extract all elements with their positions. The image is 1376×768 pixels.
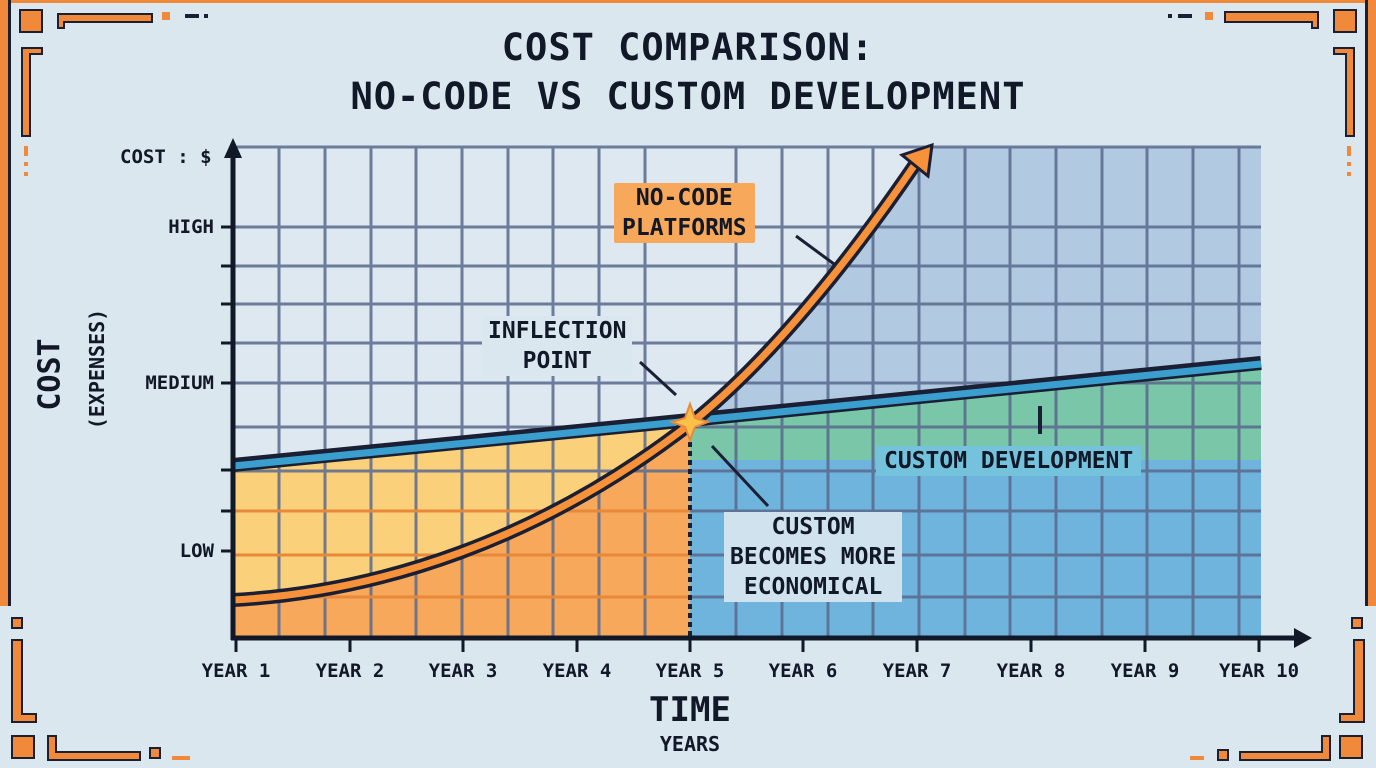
frame-left-border xyxy=(0,0,11,606)
inflection-leader-line xyxy=(638,360,678,397)
x-tick-year-4: YEAR 4 xyxy=(542,660,612,682)
inflection-star-icon xyxy=(668,401,712,443)
y-axis-title: COST (EXPENSES) xyxy=(20,282,110,462)
chart-title-line-1: COST COMPARISON: xyxy=(501,26,875,69)
frame-right-border xyxy=(1365,0,1376,606)
nocode-leader-line xyxy=(795,234,835,266)
x-axis-arrow-icon xyxy=(1294,628,1312,648)
inflection-point-label: INFLECTION POINT xyxy=(482,316,633,376)
corner-ornament-top-left-icon xyxy=(19,9,208,176)
x-axis-subtitle: YEARS xyxy=(659,732,721,756)
y-axis-top-label: COST : $ xyxy=(120,146,212,168)
y-tick-high: HIGH xyxy=(168,216,214,238)
economical-label-line-2: BECOMES MORE xyxy=(730,544,897,570)
nocode-platforms-line xyxy=(232,158,921,604)
nocode-label-line-2: PLATFORMS xyxy=(622,215,747,241)
x-tick-year-8: YEAR 8 xyxy=(996,660,1066,682)
y-tick-low: LOW xyxy=(179,540,214,562)
economical-leader-line xyxy=(710,444,770,508)
y-axis-title-sub: (EXPENSES) xyxy=(85,308,109,430)
corner-ornament-bottom-left-icon xyxy=(11,617,190,761)
x-axis-title: TIME xyxy=(649,690,731,730)
y-axis-title-main: COST xyxy=(32,338,68,411)
x-tick-year-10: YEAR 10 xyxy=(1218,660,1300,682)
x-tick-year-6: YEAR 6 xyxy=(768,660,838,682)
y-axis-ticks xyxy=(221,225,233,553)
inflection-label-line-2: POINT xyxy=(522,348,592,374)
custom-development-label: CUSTOM DEVELOPMENT xyxy=(876,446,1142,476)
frame-top-border xyxy=(0,0,1376,3)
corner-ornament-bottom-right-icon xyxy=(1190,617,1365,761)
x-axis-ticks xyxy=(234,638,1261,652)
economical-label-line-3: ECONOMICAL xyxy=(743,574,883,600)
chart-title-line-2: NO-CODE VS CUSTOM DEVELOPMENT xyxy=(350,75,1026,118)
nocode-arrowhead-icon xyxy=(898,142,934,179)
corner-ornament-top-right-icon xyxy=(1168,9,1357,176)
y-tick-medium: MEDIUM xyxy=(145,372,214,394)
nocode-platforms-label: NO-CODE PLATFORMS xyxy=(614,183,755,243)
x-tick-year-1: YEAR 1 xyxy=(201,660,271,682)
custom-economical-label: CUSTOM BECOMES MORE ECONOMICAL xyxy=(724,512,903,602)
y-axis-arrow-icon xyxy=(224,138,242,158)
x-tick-year-9: YEAR 9 xyxy=(1110,660,1180,682)
x-tick-year-2: YEAR 2 xyxy=(315,660,385,682)
x-tick-year-7: YEAR 7 xyxy=(882,660,952,682)
x-tick-year-3: YEAR 3 xyxy=(428,660,498,682)
nocode-excess-region xyxy=(690,147,1261,420)
economical-label-line-1: CUSTOM xyxy=(771,514,855,540)
nocode-label-line-1: NO-CODE xyxy=(635,185,733,211)
x-tick-year-5: YEAR 5 xyxy=(655,660,725,682)
inflection-label-line-1: INFLECTION xyxy=(488,318,627,344)
